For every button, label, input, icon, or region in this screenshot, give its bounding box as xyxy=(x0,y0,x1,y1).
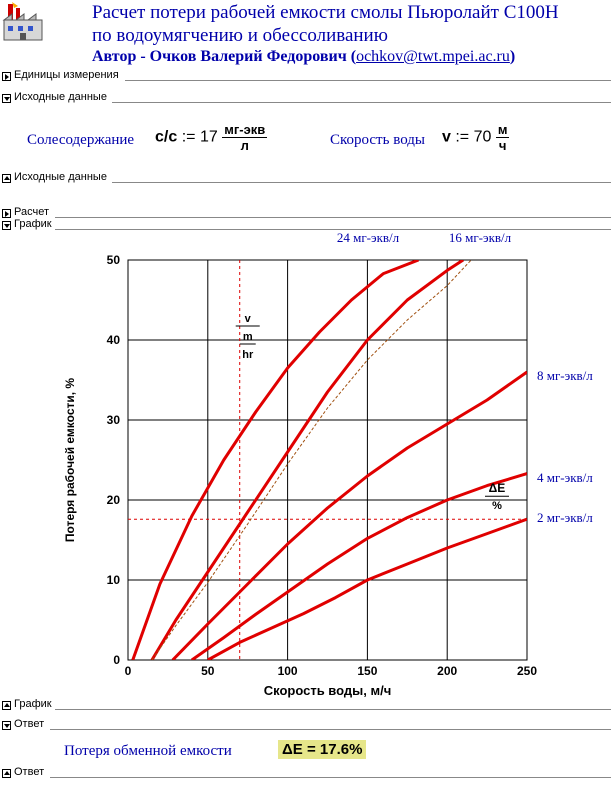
series-line xyxy=(171,370,527,660)
collapse-icon[interactable] xyxy=(2,94,11,103)
speed-unit-den: ч xyxy=(498,138,507,153)
series-line-interpolated xyxy=(151,260,472,660)
region-inputs-label: Исходные данные xyxy=(14,91,107,103)
collapse-up-icon-chart[interactable] xyxy=(2,701,11,710)
x-axis-label: Скорость воды, м/ч xyxy=(264,683,392,698)
region-inputs-start[interactable]: Исходные данные xyxy=(0,91,611,104)
region-chart-end[interactable]: График xyxy=(0,698,611,711)
salt-value[interactable]: 17 xyxy=(199,128,218,146)
x-tick-label: 0 xyxy=(125,664,132,678)
region-inputs-end-label: Исходные данные xyxy=(14,171,107,183)
collapse-up-icon-answer[interactable] xyxy=(2,769,11,778)
capacity-loss-chart: 0 50 100 150 200 250 0 10 20 30 40 50 Скорость воды,… xyxy=(63,230,593,698)
marker-x-label-mid: m xyxy=(243,331,253,343)
expand-icon-calc[interactable] xyxy=(2,209,11,218)
page-title-line1: Расчет потери рабочей емкости смолы Пьюр… xyxy=(92,2,559,23)
series-label: 8 мг-экв/л xyxy=(537,368,593,383)
series-label: 16 мг-экв/л xyxy=(449,230,512,245)
speed-variable: v xyxy=(442,128,451,146)
region-answer-end-label: Ответ xyxy=(14,766,45,778)
series-label: 2 мг-экв/л xyxy=(537,510,593,525)
region-chart-start[interactable]: График xyxy=(0,218,611,231)
author-suffix: ) xyxy=(509,48,516,65)
y-tick-label: 30 xyxy=(107,413,121,427)
answer-label: Потеря обменной емкости xyxy=(64,743,232,759)
collapse-icon-chart[interactable] xyxy=(2,221,11,230)
y-axis-label: Потеря рабочей емкости, % xyxy=(63,378,77,543)
salt-variable: c/c xyxy=(155,128,178,146)
x-tick-label: 250 xyxy=(517,664,537,678)
marker-x-label-num: v xyxy=(245,313,252,325)
region-chart-label: График xyxy=(14,218,52,230)
x-tick-label: 100 xyxy=(278,664,298,678)
series-line xyxy=(131,260,420,660)
marker-y-label-den: % xyxy=(492,500,502,512)
y-tick-label: 0 xyxy=(113,653,120,667)
region-chart-end-label: График xyxy=(14,698,52,710)
collapse-up-icon[interactable] xyxy=(2,174,11,183)
author-name: Автор - Очков Валерий Федорович ( xyxy=(92,48,357,65)
y-tick-label: 40 xyxy=(107,333,121,347)
region-calc[interactable]: Расчет xyxy=(0,206,611,219)
x-tick-label: 150 xyxy=(357,664,377,678)
marker-y-label-num: ΔE xyxy=(489,481,506,495)
x-tick-label: 50 xyxy=(201,664,215,678)
salt-unit-num: мг-экв xyxy=(222,122,268,138)
x-tick-label: 200 xyxy=(437,664,457,678)
series-line xyxy=(150,260,464,660)
author-line: Автор - Очков Валерий Федорович (ochkov@… xyxy=(92,48,515,66)
series-label: 24 мг-экв/л xyxy=(337,230,400,245)
speed-value[interactable]: 70 xyxy=(473,128,492,146)
marker-x-label-den: hr xyxy=(242,349,254,361)
series-line xyxy=(190,472,527,660)
y-tick-label: 10 xyxy=(107,573,121,587)
salt-unit: мг-экв л xyxy=(222,122,268,153)
author-email-link[interactable]: ochkov@twt.mpei.ac.ru xyxy=(356,48,510,65)
speed-unit: м ч xyxy=(495,122,510,153)
region-answer-start[interactable]: Ответ xyxy=(0,718,611,731)
series-line xyxy=(207,517,527,660)
speed-unit-num: м xyxy=(495,122,510,138)
series-label: 4 мг-экв/л xyxy=(537,470,593,485)
expand-icon[interactable] xyxy=(2,72,11,81)
region-answer-label: Ответ xyxy=(14,718,45,730)
region-inputs-end[interactable]: Исходные данные xyxy=(0,171,611,184)
assign-operator-2: := xyxy=(455,128,470,146)
assign-operator: := xyxy=(181,128,196,146)
salt-unit-den: л xyxy=(240,138,249,153)
y-tick-label: 50 xyxy=(107,253,121,267)
app-logo xyxy=(2,2,46,42)
speed-assignment[interactable]: v := 70 м ч xyxy=(442,122,510,153)
collapse-icon-answer[interactable] xyxy=(2,721,11,730)
salt-label: Солесодержание xyxy=(27,132,135,148)
region-units-label: Единицы измерения xyxy=(14,69,119,81)
factory-icon xyxy=(2,2,43,41)
region-units[interactable]: Единицы измерения xyxy=(0,69,611,82)
region-answer-end[interactable]: Ответ xyxy=(0,766,611,779)
y-tick-label: 20 xyxy=(107,493,121,507)
page-title-line2: по водоумягчению и обессоливанию xyxy=(92,25,388,46)
speed-label: Скорость воды xyxy=(330,132,425,148)
region-calc-label: Расчет xyxy=(14,206,49,218)
answer-value: ΔE = 17.6% xyxy=(278,740,367,759)
salt-assignment[interactable]: c/c := 17 мг-экв л xyxy=(155,122,268,153)
